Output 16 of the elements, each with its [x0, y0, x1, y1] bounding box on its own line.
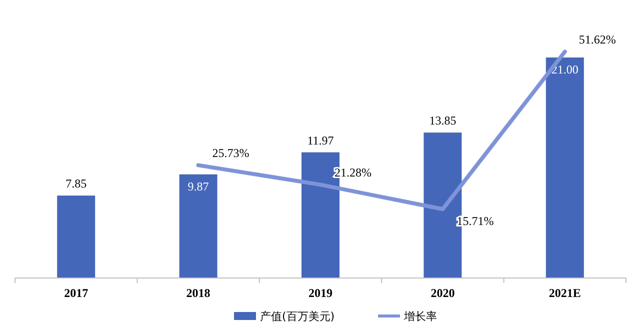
bar — [57, 196, 96, 278]
x-tick-label: 2021E — [548, 286, 581, 300]
x-tick-label: 2017 — [64, 286, 88, 300]
bar — [546, 57, 584, 278]
x-tick-label: 2020 — [430, 286, 455, 300]
data-label: 9.87 — [188, 179, 209, 194]
legend-label: 增长率 — [403, 310, 437, 323]
bar — [179, 174, 218, 278]
data-label: 51.62% — [578, 32, 616, 47]
data-label: 7.85 — [66, 176, 87, 191]
data-label: 25.73% — [212, 146, 250, 160]
x-tick-label: 2019 — [308, 286, 332, 300]
x-tick-label: 2018 — [186, 286, 210, 300]
data-label: 11.97 — [307, 133, 334, 148]
data-label: 13.85 — [429, 114, 456, 128]
legend-label: 产值(百万美元) — [260, 310, 335, 323]
